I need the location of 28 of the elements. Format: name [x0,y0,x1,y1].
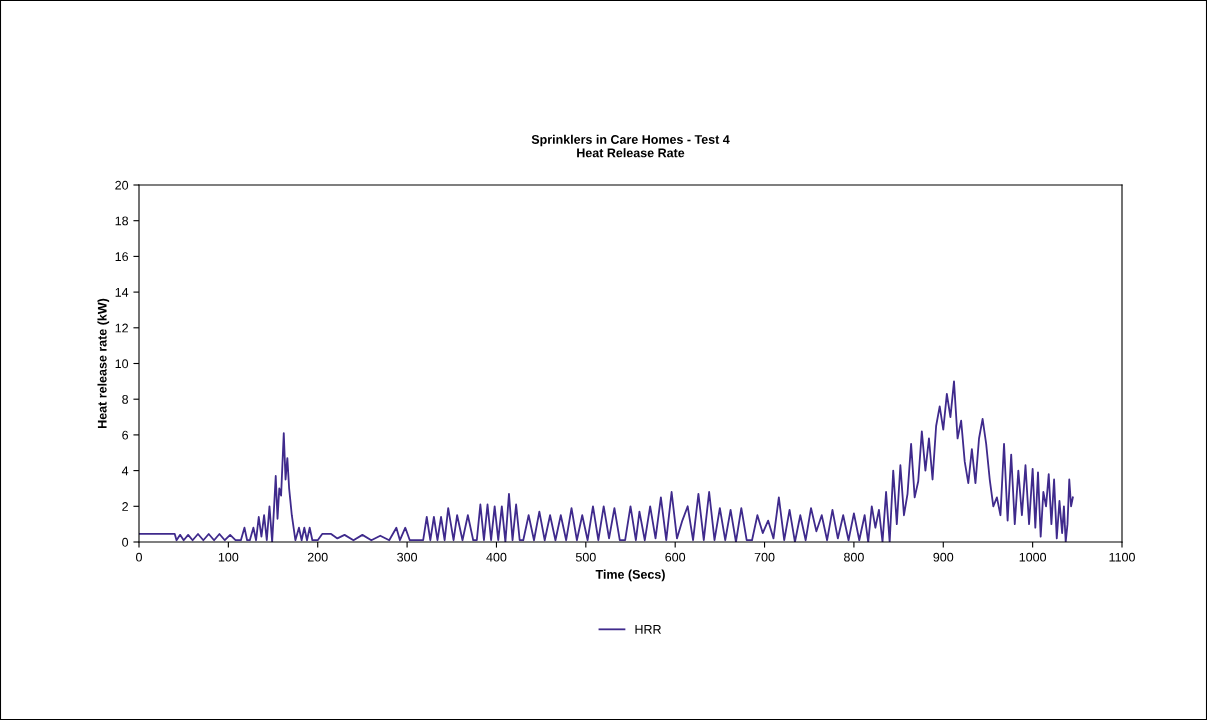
y-tick-label: 8 [122,395,129,404]
y-tick-label: 18 [115,216,129,226]
y-axis-title: Heat release rate (kW) [97,298,110,428]
line-series [139,380,1074,542]
x-tick-label: 900 [933,552,954,562]
x-tick-label: 1100 [1109,552,1135,562]
x-tick-label: 500 [575,552,596,562]
x-tick-label: 600 [665,552,686,562]
x-tick-label: 0 [136,552,142,562]
y-tick-label: 10 [115,359,129,369]
y-tick-label: 14 [115,288,129,297]
y-tick-label: 6 [122,430,129,440]
x-tick-label: 800 [844,552,864,562]
y-tick-label: 16 [115,252,129,262]
y-tick-label: 0 [122,537,129,547]
y-tick-label: 2 [122,502,128,511]
chart-title: Sprinklers in Care Homes - Test 4 Heat Release Rate [531,134,730,158]
x-tick-label: 400 [486,552,507,562]
x-tick-label: 700 [754,552,775,562]
x-axis-title: Time (Secs) [595,569,665,582]
x-tick-label: 100 [218,552,239,562]
x-tick-label: 300 [397,552,418,562]
x-tick-label: 200 [307,552,328,562]
legend-label: HRR [635,625,661,634]
y-tick-label: 12 [115,323,128,333]
y-tick-label: 4 [121,466,129,476]
x-tick-label: 1000 [1019,552,1047,562]
y-tick-label: 20 [115,180,129,190]
